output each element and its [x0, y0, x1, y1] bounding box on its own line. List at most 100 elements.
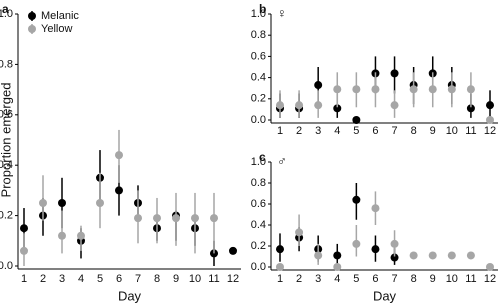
y-tick-label: 0.8 [251, 29, 266, 41]
point [314, 251, 323, 260]
point [333, 85, 342, 94]
point [409, 251, 418, 260]
x-tick-label: 11 [465, 125, 476, 137]
point [409, 85, 418, 94]
legend-marker [28, 25, 36, 33]
point [333, 263, 342, 271]
point [58, 199, 66, 207]
x-tick-label: 4 [334, 125, 340, 137]
x-tick-label: 12 [227, 273, 239, 285]
point [390, 101, 399, 110]
point [276, 245, 284, 254]
panel-symbol: ♀ [277, 5, 287, 20]
y-tick-label: 1.0 [0, 8, 13, 20]
x-tick-label: 11 [465, 273, 476, 285]
point [390, 253, 399, 262]
point [447, 85, 456, 94]
point [39, 199, 47, 207]
x-tick-label: 4 [78, 273, 84, 285]
point [352, 85, 361, 94]
x-axis-label: Day [118, 288, 142, 303]
x-tick-label: 3 [315, 125, 321, 137]
y-axis-label: Proportion emerged [0, 83, 13, 198]
x-tick-label: 5 [353, 273, 359, 285]
point [134, 214, 142, 223]
point [295, 228, 304, 237]
x-tick-label: 12 [484, 125, 496, 137]
x-tick-label: 3 [315, 273, 321, 285]
y-tick-label: 0.2 [251, 240, 266, 252]
point [172, 214, 180, 223]
legend-label: Melanic [41, 10, 79, 22]
y-tick-label: 0.2 [0, 210, 13, 222]
point [77, 231, 85, 240]
point [96, 199, 104, 207]
y-tick-label: 0.8 [251, 177, 266, 189]
x-tick-label: 5 [353, 125, 359, 137]
point [466, 251, 475, 260]
point [352, 195, 361, 204]
y-tick-label: 0.6 [0, 109, 13, 121]
point [333, 251, 342, 260]
point [486, 263, 494, 271]
x-tick-label: 8 [411, 273, 417, 285]
point [371, 245, 380, 254]
point [428, 251, 437, 260]
point [352, 239, 361, 248]
point [276, 263, 284, 271]
x-tick-label: 7 [135, 273, 141, 285]
x-tick-label: 12 [484, 273, 496, 285]
x-tick-label: 1 [21, 273, 27, 285]
x-tick-label: 9 [173, 273, 179, 285]
x-tick-label: 5 [97, 273, 103, 285]
point [314, 101, 323, 110]
x-tick-label: 2 [40, 273, 46, 285]
point [20, 224, 28, 233]
point [229, 246, 237, 255]
point [210, 214, 218, 223]
x-axis-label: Day [373, 288, 397, 303]
point [486, 101, 494, 110]
point [390, 69, 399, 78]
point [115, 151, 123, 160]
x-tick-label: 11 [208, 273, 219, 285]
point [428, 85, 437, 94]
point [314, 81, 323, 90]
y-tick-label: 0.0 [0, 260, 13, 272]
y-tick-label: 1.0 [251, 156, 266, 168]
x-tick-label: 10 [446, 273, 458, 285]
point [153, 214, 161, 223]
y-tick-label: 0.4 [251, 72, 266, 84]
point [191, 214, 199, 223]
x-tick-label: 9 [430, 273, 436, 285]
x-tick-label: 7 [391, 125, 397, 137]
point [390, 239, 399, 248]
panel-label: a [2, 2, 9, 16]
legend-label: Yellow [41, 23, 72, 35]
point [486, 116, 494, 124]
panel-label: c [259, 150, 266, 164]
x-tick-label: 1 [277, 125, 283, 137]
x-tick-label: 6 [116, 273, 122, 285]
point [371, 204, 380, 213]
x-tick-label: 8 [411, 125, 417, 137]
point [58, 231, 66, 240]
x-tick-label: 10 [189, 273, 201, 285]
x-tick-label: 10 [446, 125, 458, 137]
x-tick-label: 6 [372, 125, 378, 137]
x-tick-label: 7 [391, 273, 397, 285]
x-tick-label: 1 [277, 273, 283, 285]
x-tick-label: 2 [296, 273, 302, 285]
point [295, 101, 304, 110]
x-tick-label: 6 [372, 273, 378, 285]
point [333, 104, 342, 113]
point [20, 246, 28, 255]
x-tick-label: 8 [154, 273, 160, 285]
point [466, 104, 475, 113]
point [115, 186, 123, 195]
y-tick-label: 0.4 [0, 159, 13, 171]
point [466, 85, 475, 94]
y-tick-label: 1.0 [251, 8, 266, 20]
x-tick-label: 9 [430, 125, 436, 137]
